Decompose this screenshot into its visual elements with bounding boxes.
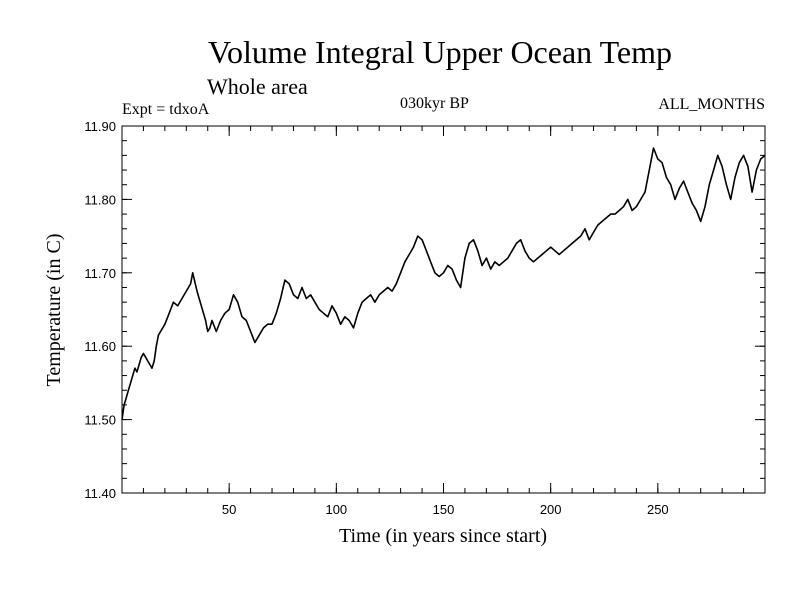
y-tick-labels: 11.40 11.50 11.60 11.70 11.80 11.90 (84, 119, 116, 501)
x-axis-title: Time (in years since start) (339, 525, 547, 547)
chart-subtitle: Whole area (207, 74, 308, 99)
temperature-series-line (121, 147, 766, 420)
major-ticks (122, 125, 765, 494)
x-tick-label: 50 (222, 502, 236, 517)
y-tick-label: 11.80 (84, 192, 116, 207)
period-label: 030kyr BP (400, 95, 469, 112)
y-tick-label: 11.90 (84, 119, 116, 134)
x-tick-label: 250 (647, 502, 669, 517)
y-tick-label: 11.50 (84, 413, 116, 428)
y-tick-label: 11.40 (84, 486, 116, 501)
x-tick-labels: 50 100 150 200 250 (222, 502, 669, 517)
minor-ticks (122, 126, 765, 493)
y-axis-title: Temperature (in C) (43, 234, 65, 387)
x-tick-label: 150 (433, 502, 455, 517)
months-label: ALL_MONTHS (658, 96, 765, 113)
chart-title: Volume Integral Upper Ocean Temp (208, 34, 672, 70)
x-tick-label: 100 (325, 502, 347, 517)
x-tick-label: 200 (540, 502, 562, 517)
y-tick-label: 11.60 (84, 339, 116, 354)
experiment-label: Expt = tdxoA (122, 101, 210, 118)
y-tick-label: 11.70 (84, 266, 116, 281)
